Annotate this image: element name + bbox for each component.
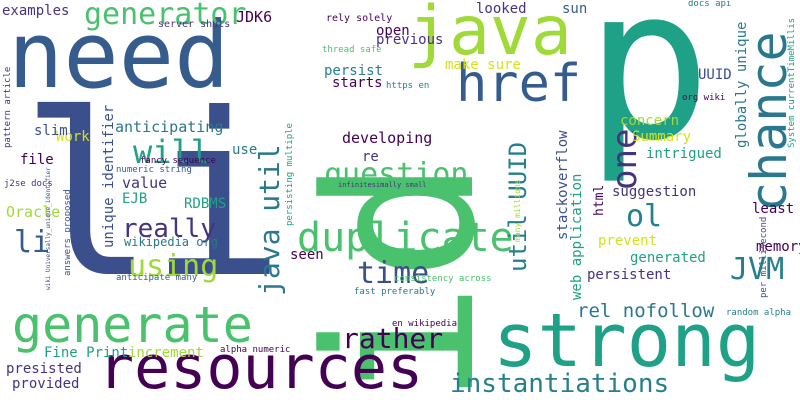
word-instantiations: instantiations (450, 369, 670, 399)
word-resources: resources (98, 333, 424, 400)
word-prevent: prevent (598, 233, 658, 249)
word-stackoverflow: stackoverflow (555, 130, 571, 240)
word-web-application: web application (569, 173, 585, 300)
word-random-alpha: random alpha (726, 308, 792, 318)
word-server-shuts: server shuts (158, 19, 231, 30)
word-many-millions: many millions (513, 179, 522, 242)
word-persisting-multiple: persisting multiple (285, 123, 295, 226)
word-memory: memory (756, 239, 800, 255)
word-en-wikipedia: en wikipedia (392, 319, 458, 329)
word-make-sure: make sure (445, 57, 521, 73)
word-summary: Summary (632, 129, 692, 145)
word-fast-preferably: fast preferably (354, 287, 436, 297)
word-answers-proposed: answers proposed (63, 189, 73, 276)
word-consistency-across: consistency across (394, 274, 492, 284)
word-li-small: li (14, 225, 51, 260)
word-open: open (376, 23, 410, 39)
word-persistent: persistent (587, 267, 672, 283)
word-java-util: java util (253, 144, 286, 296)
word-really: really (122, 214, 216, 244)
word-value: value (122, 174, 168, 192)
word-pattern-article: pattern article (3, 66, 13, 148)
word-jdk6: JDK6 (236, 8, 273, 26)
word-intrigued: intrigued (646, 146, 722, 162)
word-unique-identifier: unique identifier (101, 104, 117, 248)
word-seen: seen (290, 247, 324, 263)
word-org-wiki: org wiki (682, 93, 726, 103)
word-infinitesimally-small: infinitesimally small (338, 181, 427, 189)
word-anticipate-many: anticipate many (116, 273, 198, 283)
word-sun: sun (562, 1, 588, 17)
word-suggestion: suggestion (612, 184, 697, 200)
word-docs-api: docs api (688, 0, 732, 9)
word-ol: ol (626, 199, 663, 234)
word-question: question (324, 157, 469, 192)
word-oracle: Oracle (6, 203, 61, 221)
word-developing: developing (342, 129, 433, 147)
word-href: href (456, 54, 582, 114)
word-provided: provided (12, 376, 80, 392)
word-system-millis: System currentTimeMillis (787, 17, 797, 148)
word-using: using (128, 249, 219, 284)
word-rather: rather (342, 322, 444, 355)
word-fine-print: Fine Print (44, 345, 129, 361)
word-uuid: UUID (698, 67, 732, 83)
word-time: time (357, 256, 430, 291)
word-need: need (8, 2, 230, 109)
word-thread-safe: thread safe (322, 45, 382, 55)
word-rdbms: RDBMS (184, 196, 227, 212)
word-concern: concern (620, 113, 680, 129)
word-j2se-docs: j2se docs (4, 179, 53, 189)
word-examples: examples (2, 3, 70, 19)
word-globally-unique: globally unique (734, 21, 750, 148)
word-per-millisecond: per millisecond (759, 216, 769, 298)
word-use: use (232, 142, 258, 158)
word-https-en: https en (386, 81, 430, 91)
word-wiki-universally: wiki Universally_unique_identifier (45, 167, 52, 290)
word-presisted: presisted (6, 361, 82, 377)
word-rel-nofollow: rel nofollow (577, 300, 715, 322)
word-fancy-sequence: fancy sequence (140, 156, 216, 166)
word-generator: generator (84, 0, 247, 32)
word-anticipating: anticipating (115, 118, 224, 136)
word-strong: strong (493, 298, 761, 384)
word-increment: increment (128, 345, 204, 361)
word-re: re (362, 149, 379, 165)
word-persist: persist (324, 63, 384, 79)
word-duplicate: duplicate (297, 215, 514, 261)
word-alpha-numeric: alpha numeric (220, 345, 291, 355)
word-least: least (752, 201, 795, 217)
word-file: file (20, 152, 54, 168)
word-looked: looked (476, 1, 527, 17)
word-jvm: JVM (730, 252, 785, 287)
word-previous: previous (376, 32, 444, 48)
word-rely-solely: rely solely (326, 13, 393, 24)
word-p: p (585, 0, 712, 187)
word-starts: starts (332, 75, 383, 91)
word-java: java (408, 0, 572, 71)
word-generate: generate (12, 296, 253, 354)
word-slim: slim (34, 123, 68, 139)
word-will: will (133, 133, 211, 171)
word-numeric-string: numeric string (116, 165, 192, 175)
word-ejb: EJB (122, 191, 148, 207)
word-work: Work (56, 129, 90, 145)
word-wikipedia-org: wikipedia org (124, 235, 218, 249)
word-generated: generated (630, 250, 706, 266)
word-html: html (592, 184, 607, 216)
word-li-large: li (20, 66, 285, 328)
